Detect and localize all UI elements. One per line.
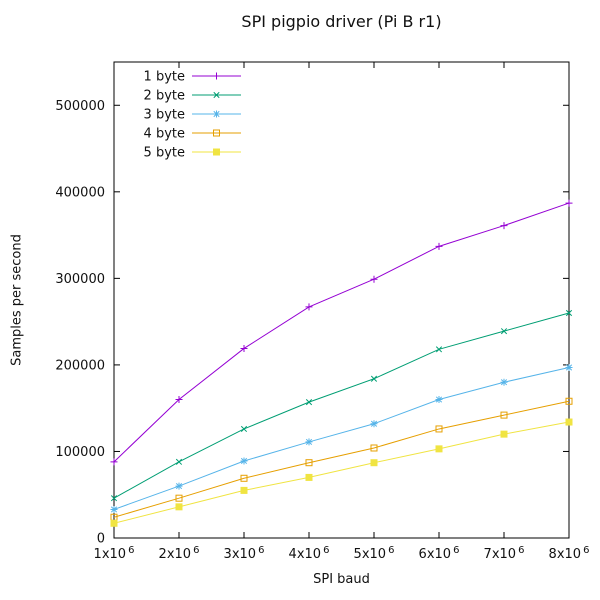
series-line-5-byte: [113, 421, 570, 524]
data-point-marker: [110, 458, 118, 466]
data-point-marker: [435, 346, 443, 353]
series-line-4-byte: [113, 400, 570, 518]
x-tick-label: 5x10 6: [354, 545, 395, 562]
y-tick-label: 200000: [55, 358, 105, 373]
data-point-marker: [565, 364, 573, 371]
data-point-marker: [110, 506, 118, 513]
data-point-marker: [175, 482, 183, 490]
data-point-marker: [370, 420, 378, 427]
x-tick-label: 1x10 6: [94, 545, 135, 562]
data-point-marker: [370, 444, 378, 452]
data-point-marker: [370, 375, 378, 382]
data-point-marker: [175, 503, 183, 511]
legend-label: 5 byte: [144, 146, 185, 161]
data-point-marker: [435, 425, 443, 433]
x-tick-label: 6x10 6: [419, 545, 460, 562]
x-axis-title: SPI baud: [313, 572, 370, 587]
x-tick-label: 8x10 6: [549, 545, 590, 562]
plot-border: [113, 61, 570, 539]
data-point-marker: [175, 396, 183, 404]
data-point-marker: [175, 494, 183, 502]
data-point-marker: [500, 222, 508, 230]
data-point-marker: [500, 379, 508, 386]
legend-marker-filled-square: [213, 148, 220, 156]
data-point-marker: [370, 459, 378, 467]
data-point-marker: [435, 445, 443, 453]
data-point-marker: [500, 328, 508, 335]
legend-label: 2 byte: [144, 89, 185, 104]
data-point-marker: [175, 458, 183, 465]
data-point-marker: [240, 457, 248, 465]
data-point-marker: [305, 438, 313, 446]
series-line-1-byte: [113, 202, 570, 463]
x-tick-label: 4x10 6: [289, 545, 330, 562]
chart-title: SPI pigpio driver (Pi B r1): [241, 12, 442, 31]
legend-label: 1 byte: [144, 70, 185, 85]
legend-marker-asterisk: [213, 110, 220, 118]
x-tick-label: 7x10 6: [484, 545, 525, 562]
data-point-marker: [110, 519, 118, 527]
data-point-marker: [565, 309, 573, 317]
data-point-marker: [435, 396, 443, 403]
y-tick-label: 100000: [55, 445, 105, 460]
data-point-marker: [565, 199, 573, 207]
series-line-3-byte: [113, 367, 570, 510]
y-tick-label: 400000: [55, 185, 105, 200]
data-point-marker: [435, 242, 443, 250]
y-tick-label: 500000: [55, 99, 105, 114]
data-point-marker: [240, 474, 248, 482]
x-tick-label: 3x10 6: [224, 545, 265, 562]
data-point-marker: [305, 303, 313, 311]
legend-marker-cross: [213, 91, 220, 99]
legend-label: 3 byte: [144, 108, 185, 123]
data-point-marker: [565, 418, 573, 426]
data-point-marker: [240, 425, 248, 433]
data-point-marker: [305, 399, 313, 406]
data-point-marker: [240, 486, 248, 494]
data-point-marker: [565, 397, 573, 405]
legend-marker-plus: [213, 72, 220, 80]
data-point-marker: [110, 495, 118, 502]
series-line-2-byte: [113, 312, 570, 499]
data-point-marker: [305, 473, 313, 481]
data-point-marker: [500, 411, 508, 419]
y-tick-label: 300000: [55, 272, 105, 287]
legend-label: 4 byte: [144, 127, 185, 142]
x-tick-label: 2x10 6: [159, 545, 200, 562]
data-point-marker: [370, 275, 378, 283]
y-tick-label: 0: [97, 532, 105, 547]
data-point-marker: [305, 459, 313, 467]
legend-marker-open-square: [213, 129, 220, 137]
data-point-marker: [500, 430, 508, 438]
data-point-marker: [240, 344, 248, 352]
